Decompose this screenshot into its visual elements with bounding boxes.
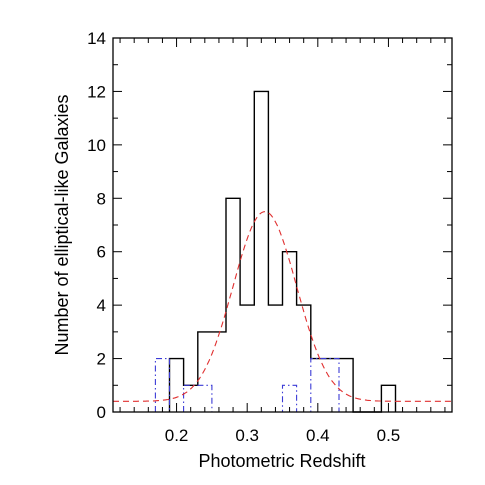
x-tick-label: 0.2 xyxy=(165,426,189,445)
y-tick-label: 8 xyxy=(97,189,106,208)
axis-ticks: 0.2 0.3 0.4 0.5 0 2 4 6 8 10 12 14 xyxy=(87,29,452,445)
y-tick-label: 0 xyxy=(97,403,106,422)
x-tick-label: 0.5 xyxy=(377,426,401,445)
y-axis-title: Number of elliptical-like Galaxies xyxy=(52,94,72,355)
gaussian-fit-curve xyxy=(113,211,452,402)
y-tick-label: 10 xyxy=(87,136,106,155)
y-tick-label: 6 xyxy=(97,243,106,262)
x-tick-label: 0.4 xyxy=(306,426,330,445)
y-tick-label: 14 xyxy=(87,29,106,48)
y-tick-label: 12 xyxy=(87,82,106,101)
x-tick-label: 0.3 xyxy=(235,426,259,445)
x-axis-title: Photometric Redshift xyxy=(198,451,365,471)
plot-background xyxy=(113,38,452,412)
y-tick-label: 4 xyxy=(97,296,106,315)
y-tick-label: 2 xyxy=(97,350,106,369)
